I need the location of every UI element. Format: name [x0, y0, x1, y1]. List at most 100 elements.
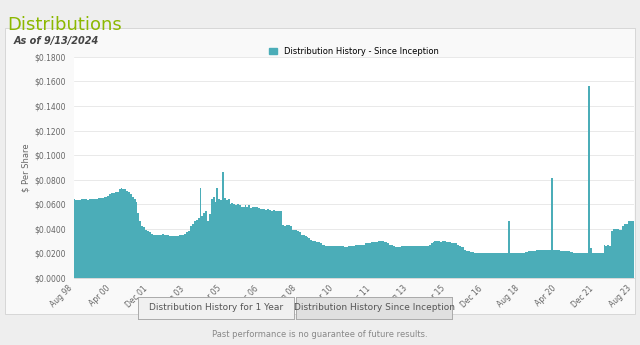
Bar: [318, 242, 320, 278]
Bar: [241, 207, 243, 278]
Bar: [333, 246, 335, 278]
Bar: [108, 196, 109, 278]
Bar: [519, 253, 521, 278]
Bar: [570, 252, 572, 278]
Bar: [387, 243, 389, 278]
Bar: [182, 235, 184, 278]
Bar: [346, 247, 348, 278]
Bar: [444, 241, 445, 278]
Bar: [549, 249, 551, 278]
Bar: [455, 243, 457, 278]
Bar: [214, 202, 216, 278]
Bar: [412, 246, 413, 278]
Bar: [216, 188, 218, 278]
Bar: [513, 253, 515, 278]
Bar: [138, 213, 140, 278]
Bar: [122, 189, 124, 278]
Bar: [564, 251, 566, 278]
Bar: [581, 253, 583, 278]
Bar: [188, 231, 190, 278]
Bar: [226, 200, 228, 278]
Bar: [551, 178, 553, 278]
Bar: [525, 252, 527, 278]
Bar: [168, 235, 170, 278]
Bar: [491, 253, 493, 278]
Bar: [499, 253, 500, 278]
Bar: [320, 243, 322, 278]
Bar: [316, 242, 318, 278]
Bar: [527, 252, 529, 278]
Bar: [106, 197, 108, 278]
Bar: [415, 246, 417, 278]
Bar: [354, 246, 355, 278]
Bar: [568, 251, 570, 278]
Bar: [337, 246, 339, 278]
Bar: [632, 221, 634, 278]
Bar: [352, 246, 353, 278]
Bar: [118, 189, 120, 278]
Bar: [111, 193, 113, 278]
Bar: [252, 207, 254, 278]
Bar: [410, 246, 412, 278]
Bar: [120, 188, 122, 278]
Bar: [222, 172, 224, 278]
Bar: [179, 235, 180, 278]
Bar: [76, 200, 77, 278]
Bar: [256, 207, 258, 278]
Bar: [487, 253, 489, 278]
Bar: [417, 246, 419, 278]
Bar: [401, 246, 403, 278]
Bar: [566, 251, 568, 278]
Bar: [100, 198, 102, 278]
Bar: [83, 199, 85, 278]
Bar: [113, 193, 115, 278]
Bar: [243, 207, 244, 278]
Bar: [536, 249, 538, 278]
Bar: [609, 246, 611, 278]
Bar: [423, 246, 425, 278]
Bar: [292, 230, 294, 278]
Bar: [212, 197, 214, 278]
Bar: [555, 249, 557, 278]
Bar: [136, 202, 138, 278]
Bar: [562, 251, 564, 278]
Bar: [583, 253, 585, 278]
Bar: [308, 238, 310, 278]
Bar: [282, 225, 284, 278]
Bar: [497, 253, 499, 278]
Bar: [303, 235, 305, 278]
Bar: [483, 253, 485, 278]
Bar: [196, 220, 198, 278]
Bar: [160, 235, 162, 278]
Bar: [604, 245, 605, 278]
Bar: [290, 226, 292, 278]
Bar: [211, 199, 212, 278]
Bar: [220, 200, 222, 278]
Bar: [265, 210, 267, 278]
Bar: [327, 246, 329, 278]
Bar: [124, 189, 126, 278]
Bar: [433, 242, 435, 278]
Bar: [573, 253, 575, 278]
Bar: [85, 199, 87, 278]
Bar: [502, 253, 504, 278]
Bar: [342, 246, 344, 278]
Bar: [385, 242, 387, 278]
Bar: [88, 199, 90, 278]
Bar: [273, 210, 275, 278]
Bar: [239, 205, 241, 278]
Bar: [202, 216, 204, 278]
Bar: [244, 205, 246, 278]
Bar: [436, 241, 438, 278]
Bar: [192, 224, 194, 278]
Bar: [141, 226, 143, 278]
Legend: Distribution History - Since Inception: Distribution History - Since Inception: [266, 43, 442, 59]
Bar: [250, 208, 252, 278]
Bar: [397, 247, 399, 278]
Bar: [335, 246, 337, 278]
Bar: [115, 192, 117, 278]
Bar: [447, 242, 449, 278]
Bar: [372, 242, 374, 278]
Bar: [166, 235, 168, 278]
Bar: [620, 230, 622, 278]
